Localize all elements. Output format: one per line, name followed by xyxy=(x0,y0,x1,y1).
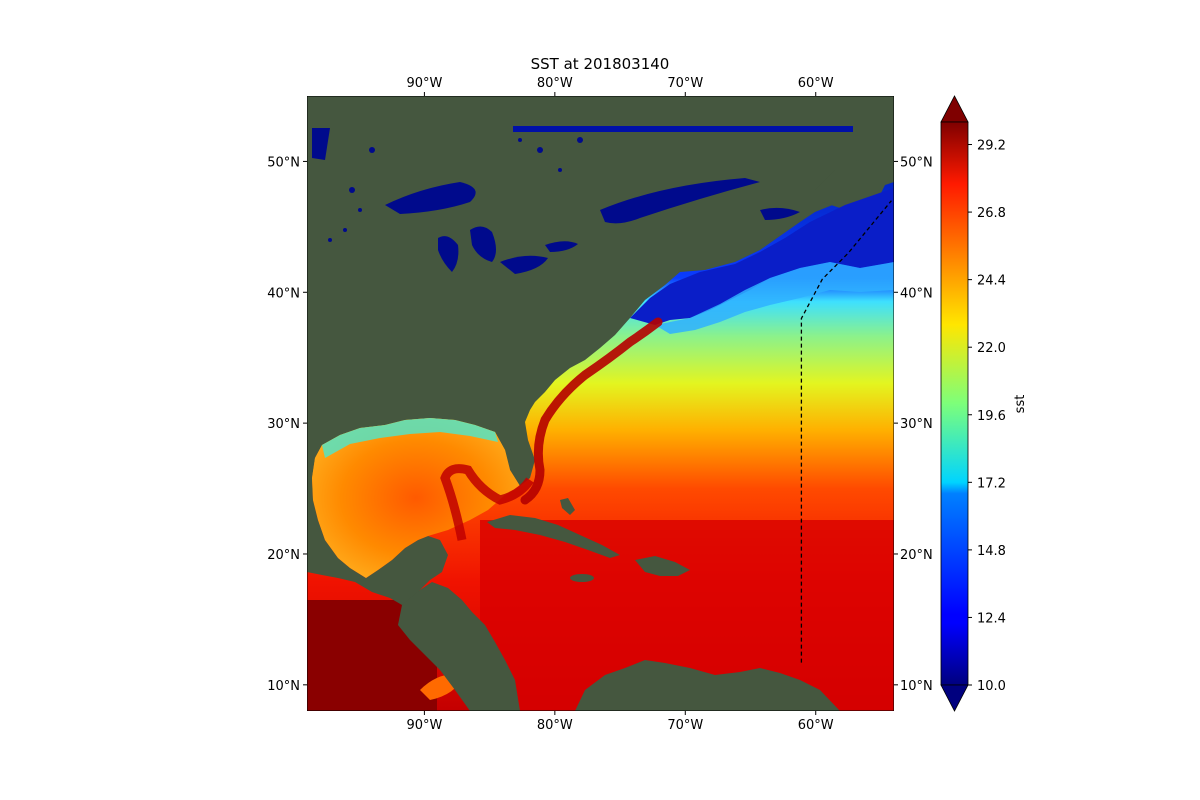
colorbar-body xyxy=(940,121,969,686)
colorbar-extend-top xyxy=(940,95,969,123)
colorbar-tick-label: 10.0 xyxy=(977,679,1006,694)
colorbar-tick-label: 29.2 xyxy=(977,139,1006,154)
lat-tick-label-right: 30°N xyxy=(900,417,933,432)
sst-cold-shelf xyxy=(630,188,894,325)
land-hispaniola xyxy=(635,556,690,576)
lon-tick-label-bottom: 60°W xyxy=(798,718,834,733)
colorbar-tick-label: 26.8 xyxy=(977,206,1006,221)
lon-tick-label-bottom: 70°W xyxy=(667,718,703,733)
lat-ticks-right: 10°N 20°N 30°N 40°N 50°N xyxy=(894,155,933,694)
lon-tick-label-bottom: 90°W xyxy=(406,718,442,733)
lon-tick-label-bottom: 80°W xyxy=(537,718,573,733)
lat-ticks-left: 10°N 20°N 30°N 40°N 50°N xyxy=(267,155,307,694)
lon-tick-label-top: 80°W xyxy=(537,76,573,91)
sst-gulf-of-mexico xyxy=(312,418,520,578)
lon-ticks-top: 90°W 80°W 70°W 60°W xyxy=(406,76,834,96)
sst-gulf-stream xyxy=(520,317,663,505)
great-lakes xyxy=(312,128,800,274)
lon-tick-label-top: 60°W xyxy=(798,76,834,91)
colorbar-ticks: 10.0 12.4 14.8 17.2 19.6 22.0 24.4 26.8 29.2 xyxy=(968,139,1006,694)
land-cuba xyxy=(487,515,620,558)
lon-ticks-bottom: 90°W 80°W 70°W 60°W xyxy=(406,711,834,733)
sst-gulf-coast-cool xyxy=(322,418,498,458)
land-bahamas xyxy=(560,498,575,515)
colorbar-extend-bottom xyxy=(940,684,969,712)
land-jamaica xyxy=(570,574,594,582)
lat-tick-label-left: 30°N xyxy=(267,417,300,432)
colorbar-tick-label: 19.6 xyxy=(977,409,1006,424)
colorbar-tick-label: 12.4 xyxy=(977,611,1006,626)
colorbar-label: sst xyxy=(1013,395,1028,414)
colorbar-tick-label: 14.8 xyxy=(977,544,1006,559)
land-central-america xyxy=(398,582,520,711)
lat-tick-label-right: 10°N xyxy=(900,679,933,694)
sst-labrador xyxy=(513,126,853,132)
chart-title: SST at 201803140 xyxy=(531,55,670,73)
sst-cool-front xyxy=(655,262,894,334)
land-north-america xyxy=(307,96,894,605)
lat-tick-label-right: 40°N xyxy=(900,286,933,301)
map-panel xyxy=(307,96,894,711)
lat-tick-label-left: 50°N xyxy=(267,155,300,170)
boundary-dashed-line xyxy=(800,200,892,663)
lat-tick-label-left: 20°N xyxy=(267,548,300,563)
colorbar-tick-label: 22.0 xyxy=(977,341,1006,356)
lat-tick-label-right: 50°N xyxy=(900,155,933,170)
lat-tick-label-left: 10°N xyxy=(267,679,300,694)
lon-tick-label-top: 90°W xyxy=(406,76,442,91)
colorbar-tick-label: 17.2 xyxy=(977,476,1006,491)
colorbar: 10.0 12.4 14.8 17.2 19.6 22.0 24.4 26.8 29.2 sst xyxy=(940,95,1028,712)
lat-tick-label-right: 20°N xyxy=(900,548,933,563)
lon-tick-label-top: 70°W xyxy=(667,76,703,91)
lat-tick-label-left: 40°N xyxy=(267,286,300,301)
sst-loop-current xyxy=(440,464,534,541)
colorbar-tick-label: 24.4 xyxy=(977,274,1006,289)
land-south-america xyxy=(575,660,840,711)
